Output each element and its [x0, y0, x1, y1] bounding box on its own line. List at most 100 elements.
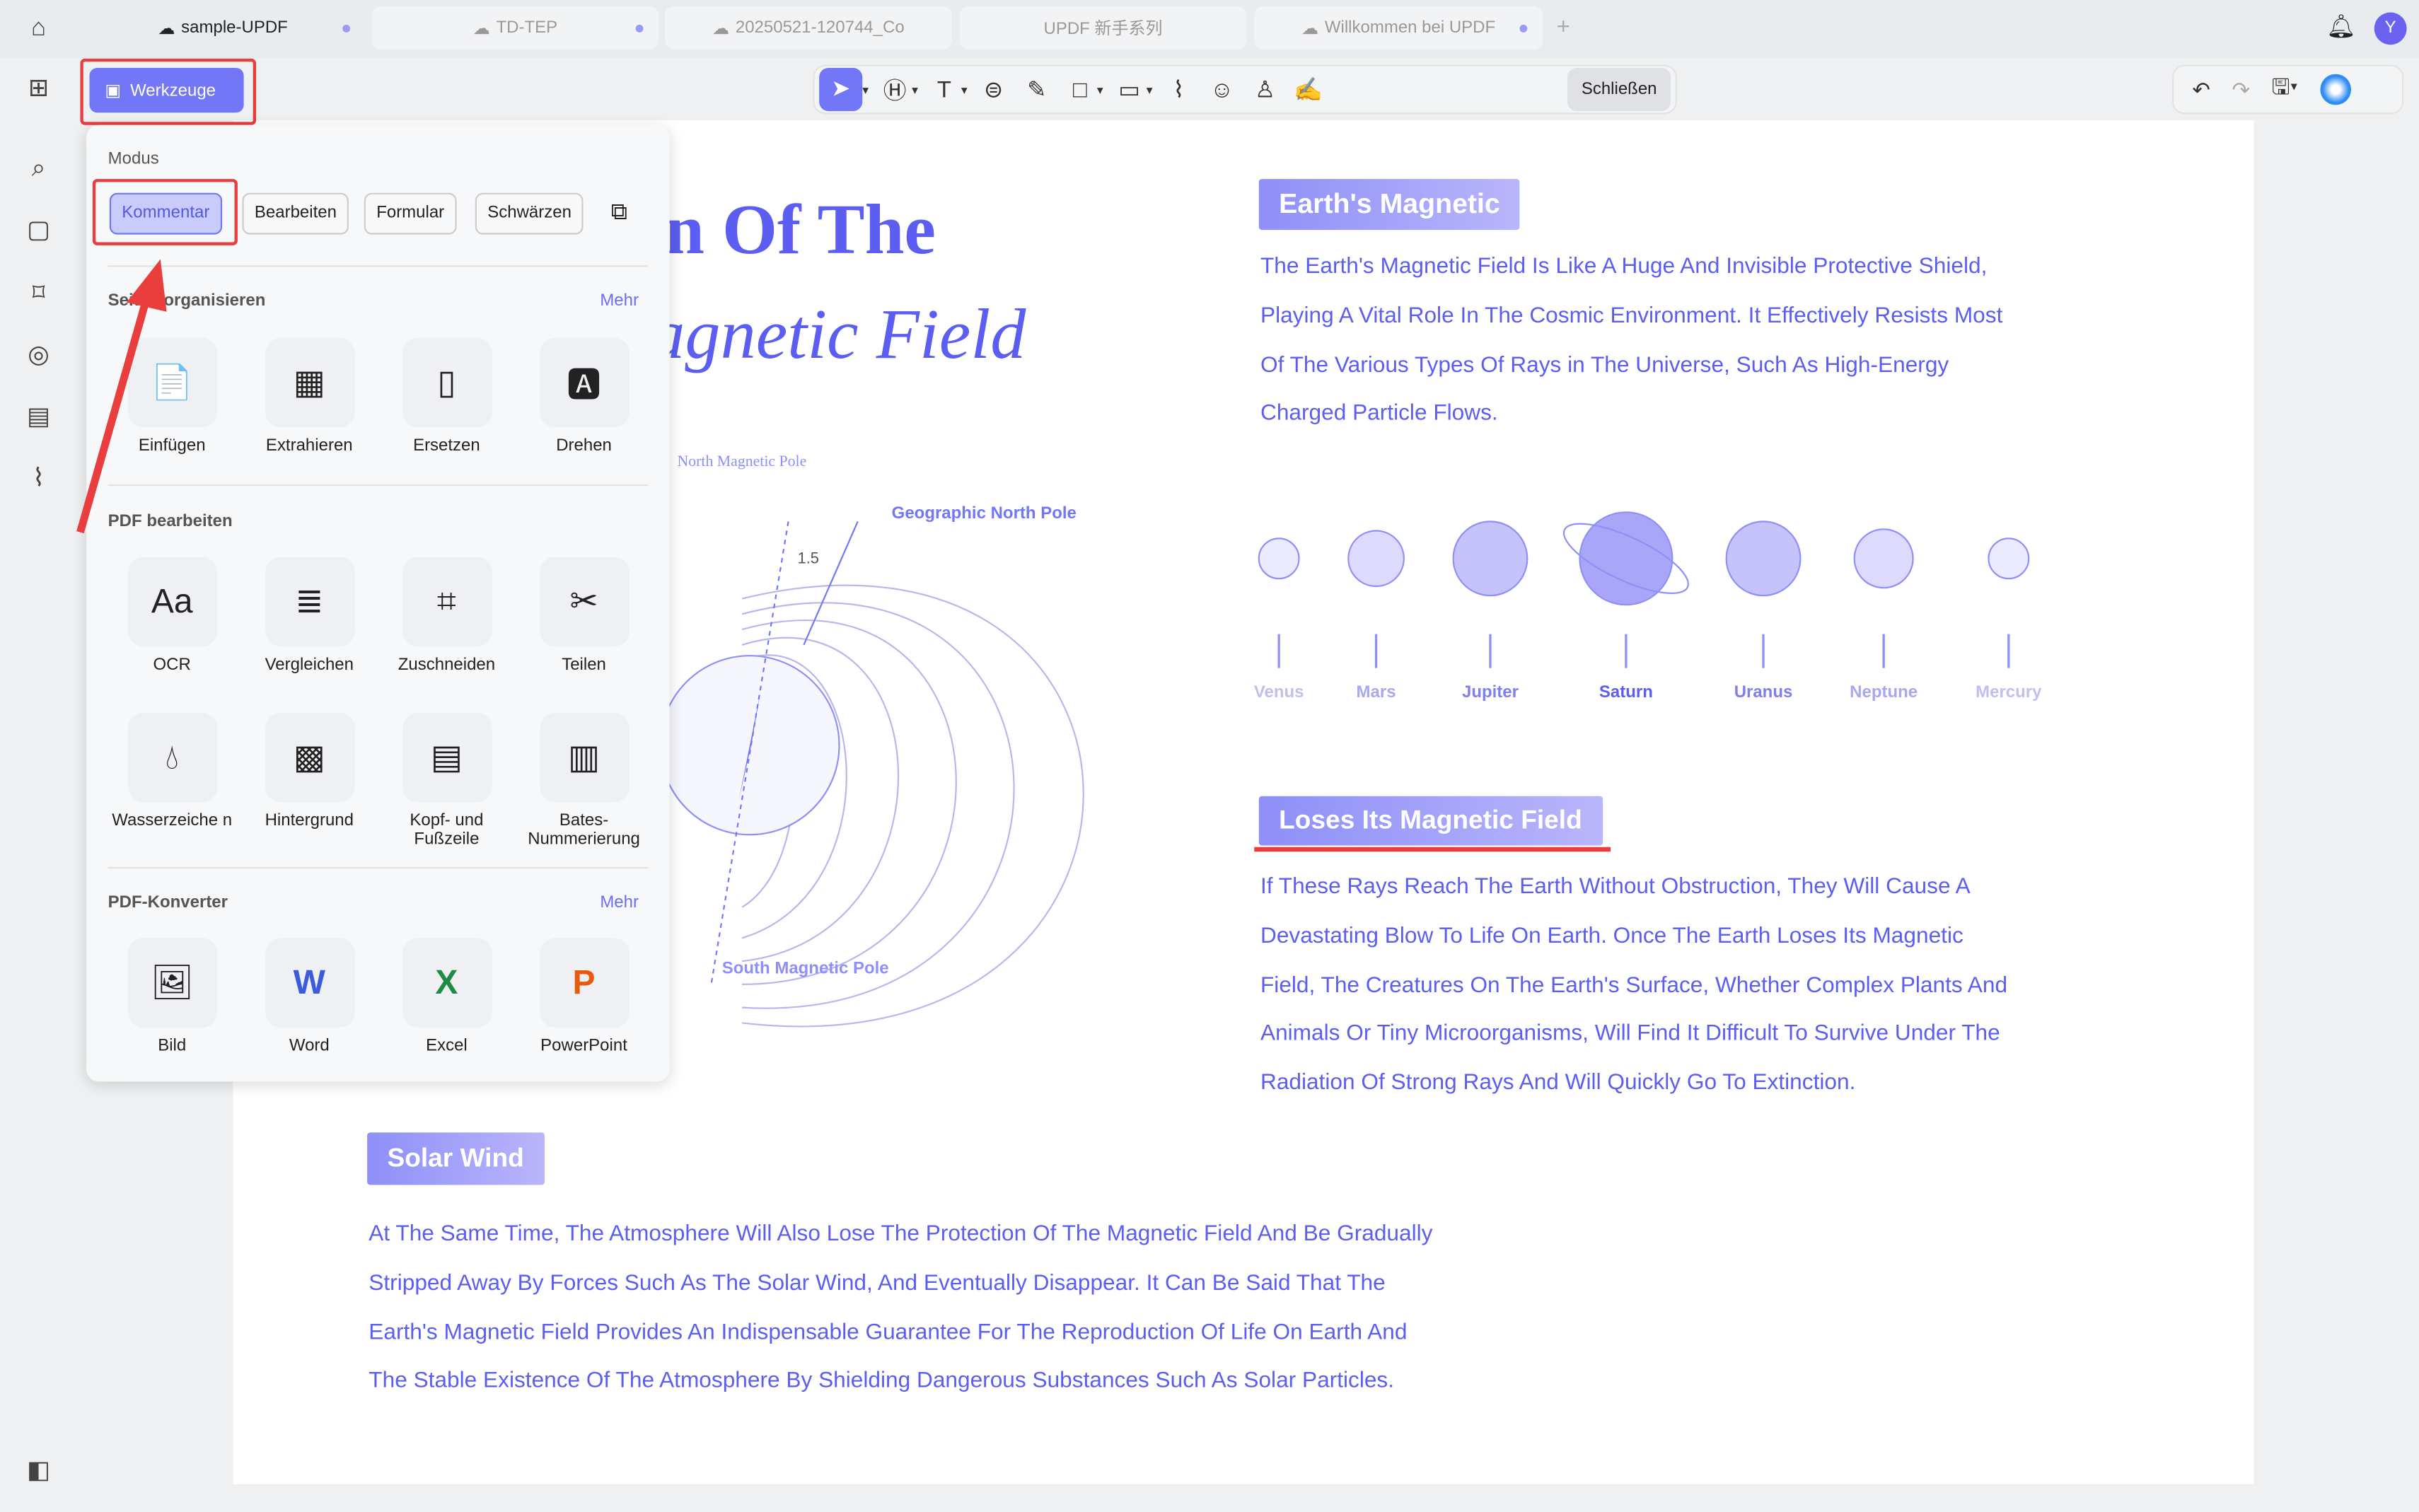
comment-list-icon[interactable]: ◎: [28, 342, 50, 369]
stamp-icon[interactable]: ♙: [1255, 77, 1276, 104]
planet-neptune: [1853, 528, 1914, 589]
replace-icon: ▯: [402, 337, 492, 428]
planet-label: Venus: [1254, 682, 1304, 702]
highlight-icon[interactable]: Ⓗ: [883, 78, 907, 105]
cloud-icon: ☁: [472, 19, 490, 38]
new-tab-button[interactable]: +: [1556, 13, 1570, 40]
tool-excel[interactable]: X Excel: [378, 938, 515, 1055]
bates-icon: ▥: [539, 712, 629, 803]
mode-kommentar[interactable]: Kommentar: [109, 192, 222, 235]
redo-icon[interactable]: ↷: [2232, 76, 2251, 101]
tool-ocr[interactable]: Aa OCR: [103, 557, 240, 674]
tool-einfuegen[interactable]: 📄 Einfügen: [103, 337, 240, 455]
planet-label: Neptune: [1850, 682, 1918, 702]
attachment-icon[interactable]: ⌇: [33, 465, 45, 492]
right-toolbar: ↶ ↷ 🖫︎▾: [2172, 64, 2404, 115]
powerpoint-icon: P: [539, 938, 629, 1028]
tool-vergleichen[interactable]: ≣ Vergleichen: [240, 557, 378, 674]
organize-more-link[interactable]: Mehr: [600, 291, 639, 310]
toolbox-icon: ▣: [105, 81, 122, 100]
tool-ersetzen[interactable]: ▯ Ersetzen: [378, 337, 515, 455]
planet-jupiter: [1452, 521, 1528, 597]
label-south-magnetic-pole: South Magnetic Pole: [722, 959, 889, 978]
header-footer-icon: ▤: [402, 712, 492, 803]
tool-bild[interactable]: 🖼︎ Bild: [103, 938, 240, 1055]
crop-icon: ⌗: [402, 557, 492, 647]
extract-icon: ▦: [265, 337, 354, 428]
tool-word[interactable]: W Word: [240, 938, 378, 1055]
red-highlight-box: [92, 179, 238, 245]
red-underline-annotation[interactable]: [1254, 847, 1611, 852]
signature-icon[interactable]: ✍: [1294, 77, 1323, 104]
mode-schwaerzen[interactable]: Schwärzen: [475, 192, 584, 235]
tab-updf-series[interactable]: UPDF 新手系列: [959, 6, 1247, 50]
search-icon[interactable]: ⌕: [31, 156, 46, 182]
tab-20250521[interactable]: ☁ 20250521-120744_Co: [665, 6, 952, 50]
external-link-icon[interactable]: ⧉: [610, 199, 628, 226]
image-icon: 🖼︎: [127, 938, 217, 1028]
label-north-magnetic-pole: North Magnetic Pole: [678, 453, 807, 470]
home-icon[interactable]: ⌂: [30, 15, 47, 42]
bell-icon[interactable]: 🔔︎: [2326, 13, 2356, 40]
red-highlight-box: [80, 58, 257, 125]
paragraph-2: If These Rays Reach The Earth Without Ob…: [1260, 874, 2008, 1096]
tool-hintergrund[interactable]: ▩ Hintergrund: [240, 712, 378, 830]
heading-loses-magnetic-field: Loses Its Magnetic Field: [1258, 796, 1603, 846]
convert-more-link[interactable]: Mehr: [600, 893, 639, 912]
rotate-icon: 🅰︎: [539, 337, 629, 428]
mode-heading: Modus: [108, 149, 159, 168]
tool-drehen[interactable]: 🅰︎ Drehen: [515, 337, 652, 455]
paragraph-3: At The Same Time, The Atmosphere Will Al…: [369, 1221, 1433, 1394]
tab-td-tep[interactable]: ☁ TD-TEP: [371, 6, 659, 50]
avatar[interactable]: Y: [2374, 12, 2407, 45]
planet-label: Uranus: [1734, 682, 1793, 702]
label-angle: 1.5: [798, 549, 819, 566]
convert-heading: PDF-Konverter: [108, 893, 228, 912]
thumbnails-icon[interactable]: ⊞: [28, 75, 50, 102]
comment-icon[interactable]: ⊜: [984, 77, 1004, 104]
tool-powerpoint[interactable]: P PowerPoint: [515, 938, 652, 1055]
sticker-icon[interactable]: ☺: [1210, 76, 1234, 103]
heading-earths-magnetic: Earth's Magnetic: [1258, 179, 1521, 231]
ocr-icon: Aa: [127, 557, 217, 647]
text-icon[interactable]: T: [936, 76, 951, 103]
close-button[interactable]: Schließen: [1567, 67, 1671, 112]
werkzeuge-button[interactable]: ▣ Werkzeuge: [89, 67, 244, 113]
cloud-icon: ☁: [158, 19, 175, 38]
tool-kopf-fusszeile[interactable]: ▤ Kopf- und Fußzeile: [378, 712, 515, 849]
planet-mercury: [1988, 537, 2030, 580]
rectangle-icon[interactable]: □: [1073, 76, 1087, 103]
red-arrow-annotation: [76, 259, 167, 534]
bookmark-icon[interactable]: ⌑: [32, 281, 45, 308]
tool-extrahieren[interactable]: ▦ Extrahieren: [240, 337, 378, 455]
mode-bearbeiten[interactable]: Bearbeiten: [242, 192, 349, 235]
excel-icon: X: [402, 938, 492, 1028]
tab-bar: ⌂ ☁ sample-UPDF ☁ TD-TEP ☁ 20250521-120744_…: [0, 0, 2419, 59]
pen-icon[interactable]: ✎: [1027, 77, 1047, 104]
measure-icon[interactable]: ▭: [1118, 77, 1141, 104]
planets-diagram: Venus Mars Jupiter Saturn Uranus Neptune…: [1254, 511, 2042, 702]
watermark-icon: 💧︎: [127, 712, 217, 803]
planet-label: Mars: [1357, 682, 1396, 702]
layers-icon[interactable]: ▤: [27, 404, 51, 431]
undo-icon[interactable]: ↶: [2192, 76, 2210, 101]
tool-zuschneiden[interactable]: ⌗ Zuschneiden: [378, 557, 515, 674]
ai-assistant-icon[interactable]: [2319, 74, 2351, 105]
tab-sample-updf[interactable]: ☁ sample-UPDF: [80, 6, 366, 50]
tool-wasserzeichen[interactable]: 💧︎ Wasserzeiche n: [103, 712, 240, 830]
edit-heading: PDF bearbeiten: [108, 512, 233, 531]
select-icon[interactable]: ➤: [819, 67, 863, 112]
panel-toggle-icon[interactable]: ◧: [27, 1458, 51, 1484]
cloud-icon: ☁: [1301, 19, 1319, 38]
label-geographic-north-pole: Geographic North Pole: [892, 504, 1077, 523]
mode-formular[interactable]: Formular: [364, 192, 457, 235]
save-icon[interactable]: 🖫︎▾: [2271, 74, 2298, 99]
tool-bates[interactable]: ▥ Bates-Nummerierung: [515, 712, 652, 849]
tool-teilen[interactable]: ✂ Teilen: [515, 557, 652, 674]
paragraph-1: The Earth's Magnetic Field Is Like A Hug…: [1260, 254, 2003, 426]
compare-icon: ≣: [265, 557, 354, 647]
split-icon: ✂: [539, 557, 629, 647]
attach-icon[interactable]: ⌇: [1173, 77, 1185, 104]
page-icon[interactable]: ▢: [27, 217, 51, 244]
tab-willkommen[interactable]: ☁ Willkommen bei UPDF: [1254, 6, 1543, 50]
